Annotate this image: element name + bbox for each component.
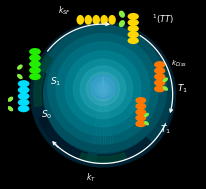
Wedge shape [34,55,52,106]
Ellipse shape [119,11,125,18]
Circle shape [98,84,108,94]
Ellipse shape [18,93,29,100]
Ellipse shape [144,113,149,117]
Ellipse shape [18,80,29,87]
Wedge shape [97,137,152,163]
Ellipse shape [135,103,146,110]
Ellipse shape [135,109,146,115]
Ellipse shape [135,97,146,104]
Ellipse shape [108,15,116,25]
Text: $S_0$: $S_0$ [41,108,52,121]
Circle shape [95,81,111,96]
Ellipse shape [154,79,165,86]
Ellipse shape [128,31,139,38]
Circle shape [40,25,166,152]
Ellipse shape [163,86,168,91]
Text: $T_1$: $T_1$ [177,83,188,95]
Ellipse shape [135,120,146,127]
Ellipse shape [18,105,29,112]
Ellipse shape [100,15,108,25]
Ellipse shape [8,106,13,111]
Ellipse shape [128,37,139,44]
Ellipse shape [119,20,125,27]
Ellipse shape [18,99,29,106]
Ellipse shape [29,54,41,61]
Ellipse shape [128,19,139,26]
Text: $k_{Diss}$: $k_{Diss}$ [171,59,188,69]
Circle shape [80,66,126,112]
Text: $^1(TT)$: $^1(TT)$ [152,12,174,26]
Ellipse shape [29,48,41,55]
Ellipse shape [154,67,165,74]
Circle shape [30,22,176,167]
Ellipse shape [8,97,13,102]
Ellipse shape [128,25,139,32]
Ellipse shape [154,61,165,68]
Text: $T_1$: $T_1$ [160,123,171,136]
Wedge shape [38,115,87,161]
Ellipse shape [128,13,139,20]
Circle shape [56,42,150,136]
Ellipse shape [17,74,23,79]
Text: $k_T$: $k_T$ [86,171,96,184]
Circle shape [87,72,119,105]
Ellipse shape [154,85,165,92]
Ellipse shape [29,67,41,74]
Ellipse shape [77,15,84,25]
Ellipse shape [92,15,100,25]
Ellipse shape [18,86,29,94]
Ellipse shape [135,115,146,121]
Wedge shape [79,153,127,163]
Ellipse shape [29,60,41,68]
Circle shape [48,34,158,144]
Ellipse shape [84,15,92,25]
Ellipse shape [154,73,165,80]
Ellipse shape [144,121,149,125]
Text: $k_{SF}$: $k_{SF}$ [58,4,71,17]
Circle shape [91,77,115,101]
Ellipse shape [163,77,168,82]
Text: $S_1$: $S_1$ [50,76,61,88]
Circle shape [73,59,133,119]
Circle shape [91,74,115,99]
Wedge shape [34,71,50,129]
Ellipse shape [29,73,41,80]
Circle shape [34,26,172,163]
Circle shape [65,51,141,127]
Ellipse shape [17,64,23,70]
